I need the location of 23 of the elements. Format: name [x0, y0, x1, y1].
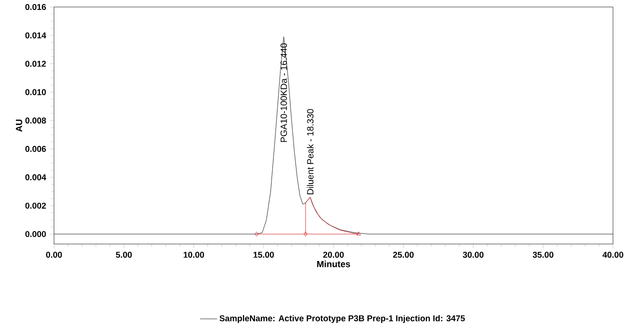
x-tick-label: 0.00	[46, 252, 62, 258]
x-tick-label: 25.00	[393, 252, 414, 258]
y-axis-title: AU	[16, 120, 22, 132]
x-tick-label: 15.00	[254, 252, 274, 258]
y-tick-label: 0.006	[25, 146, 46, 152]
x-tick-label: 30.00	[462, 252, 484, 258]
x-axis-title: Minutes	[317, 260, 350, 268]
y-tick-label: 0.008	[25, 118, 46, 124]
legend-label: SampleName: Active Prototype P3B Prep-1 Injection Id: 3475	[220, 315, 465, 323]
y-tick-label: 0.016	[25, 4, 46, 10]
x-tick-label: 5.00	[116, 252, 132, 258]
x-tick-label: 35.00	[532, 252, 554, 258]
x-tick-label: 20.00	[323, 252, 344, 258]
y-tick-label: 0.010	[25, 89, 46, 96]
y-tick-label: 0.012	[25, 60, 46, 67]
y-tick-label: 0.014	[25, 32, 46, 38]
annotation: Diluent Peak - 18.330	[306, 109, 314, 194]
y-tick-label: 0.002	[25, 202, 46, 209]
x-tick-label: 10.00	[184, 252, 204, 258]
annotation: PGA10-100KDa - 16.440	[280, 43, 287, 142]
y-tick-label: 0.000	[25, 231, 46, 238]
y-tick-label: 0.004	[25, 174, 46, 180]
x-tick-label: 40.00	[602, 252, 624, 258]
